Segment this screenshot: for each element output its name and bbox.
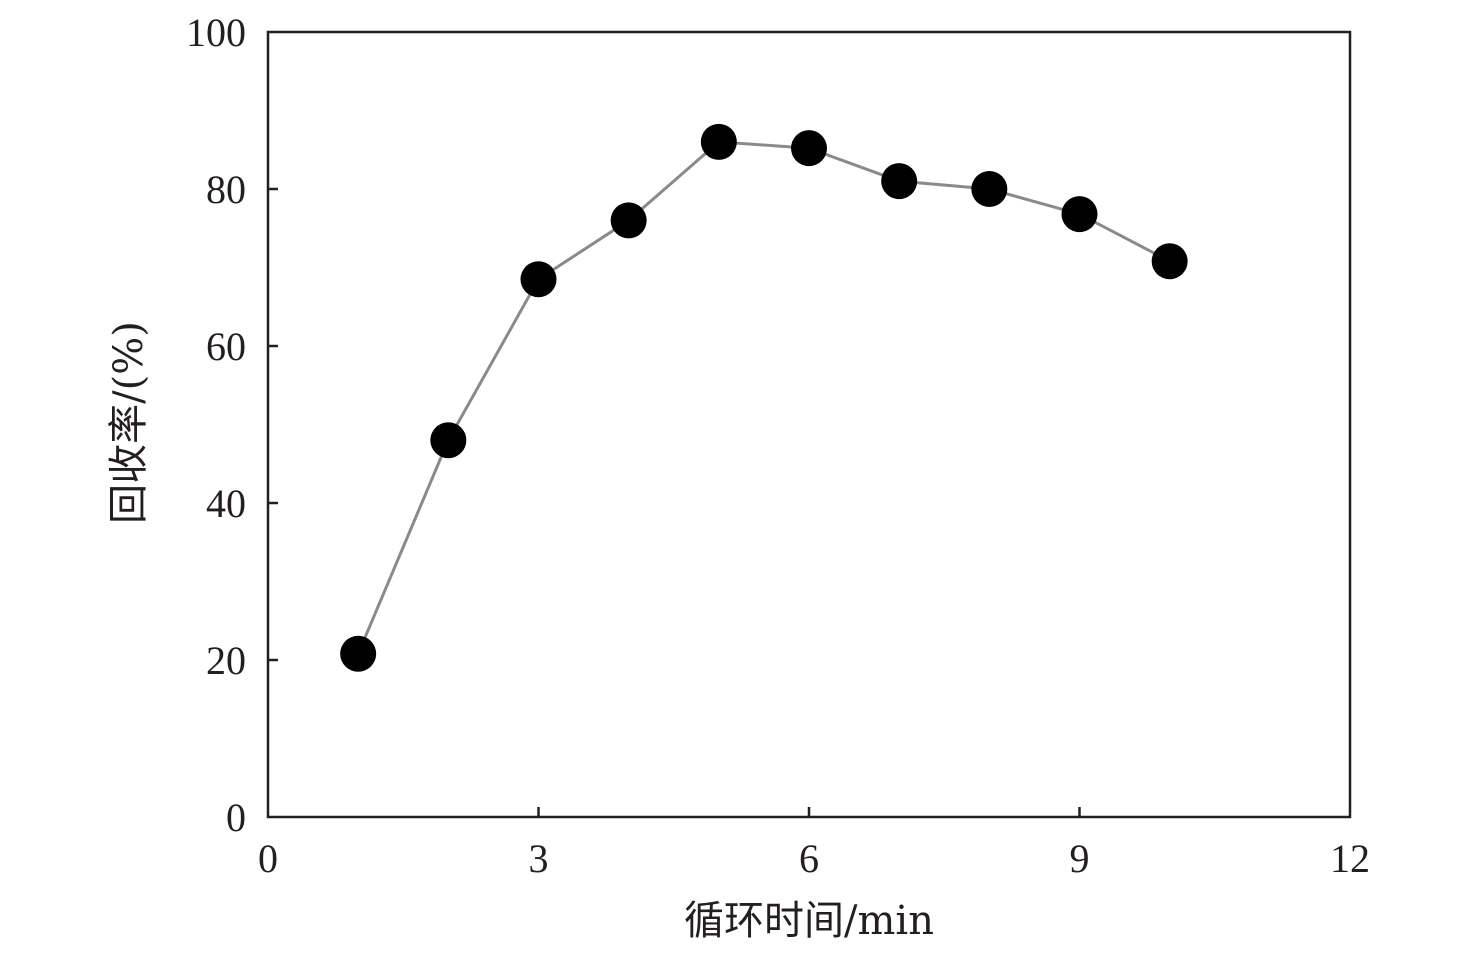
data-point — [1151, 243, 1188, 280]
x-tick-label: 3 — [529, 836, 549, 881]
data-point — [610, 202, 647, 239]
data-point — [791, 130, 827, 167]
data-point — [340, 635, 377, 672]
y-axis-title: 回收率/(%) — [106, 321, 152, 524]
data-point — [881, 163, 918, 200]
series-layer — [340, 123, 1188, 672]
x-tick-label: 12 — [1330, 836, 1370, 881]
x-tick-label: 6 — [799, 836, 819, 881]
y-tick-label: 100 — [186, 10, 246, 55]
series-line — [356, 140, 1171, 655]
data-point — [1061, 196, 1098, 233]
y-tick-label: 40 — [206, 481, 246, 526]
data-point — [700, 123, 737, 160]
y-tick-label: 0 — [226, 795, 246, 840]
data-point — [971, 171, 1008, 207]
data-point — [430, 422, 467, 459]
y-tick-label: 80 — [206, 167, 246, 212]
x-tick-label: 9 — [1070, 836, 1090, 881]
y-tick-label: 20 — [206, 638, 246, 683]
y-axis-ticks: 0 20 40 60 80 100 — [186, 10, 278, 840]
x-tick-label: 0 — [258, 836, 278, 881]
data-point — [520, 261, 557, 298]
y-tick-label: 60 — [206, 324, 246, 369]
x-axis-title: 循环时间/min — [684, 898, 934, 944]
x-axis-ticks: 0 3 6 9 12 — [258, 807, 1370, 881]
